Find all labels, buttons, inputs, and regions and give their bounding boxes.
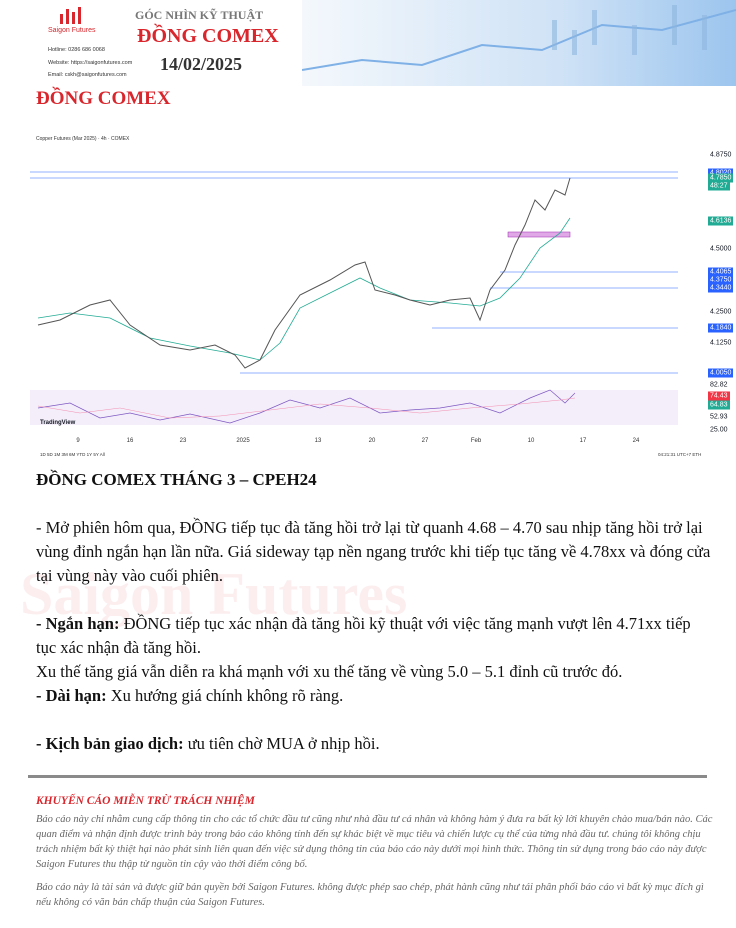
disclaimer-title: KHUYẾN CÁO MIỄN TRỪ TRÁCH NHIỆM <box>36 795 255 807</box>
x-label: 27 <box>421 438 429 444</box>
paragraph-text: Xu hướng giá chính không rõ ràng. <box>106 686 344 705</box>
disclaimer-paragraph: Báo cáo này là tài sản và được giữ bản q… <box>36 882 704 908</box>
x-label: 9 <box>76 438 80 444</box>
hotline: Hotline: 0286 686 0068 <box>48 47 105 53</box>
countdown: 48:27 <box>708 181 730 191</box>
paragraph-lead: - Kịch bản giao dịch: <box>36 734 184 753</box>
price-label: 4.5000 <box>710 245 732 253</box>
banner-art <box>301 5 736 71</box>
kicker: GÓC NHÌN KỸ THUẬT <box>135 8 264 22</box>
x-label: 16 <box>126 438 134 444</box>
x-label: Feb <box>470 438 482 444</box>
header-title: ĐỒNG COMEX <box>137 25 279 47</box>
price-label: 4.3750 <box>708 275 734 285</box>
clock: 04:21:31 UTC+7 ETH <box>658 452 702 457</box>
rsi-label: 82.82 <box>710 381 728 389</box>
paragraph: - Kịch bản giao dịch: ưu tiên chờ MUA ở … <box>36 732 712 756</box>
x-label: 23 <box>179 438 187 444</box>
price-label: 4.4065 <box>708 267 734 277</box>
rsi-label: 74.43 <box>708 391 730 401</box>
x-label: 13 <box>314 438 322 444</box>
paragraph-lead: - Ngắn hạn: <box>36 614 120 633</box>
price-label: 4.8750 <box>710 151 732 159</box>
paragraph-text: ưu tiên chờ MUA ở nhịp hồi. <box>183 734 380 753</box>
date: 14/02/2025 <box>160 54 243 74</box>
chart-image: Copper Futures (Mar 2025) · 4h · COMEX T… <box>30 128 734 462</box>
body: - Mở phiên hôm qua, ĐỒNG tiếp tục đà tăn… <box>36 516 712 756</box>
paragraph: - Dài hạn: Xu hướng giá chính không rõ r… <box>36 684 712 708</box>
price-label: 4.2500 <box>710 308 732 316</box>
price-label: 4.3440 <box>708 283 734 293</box>
paragraph: Xu thế tăng giá vẫn diễn ra khá mạnh với… <box>36 660 712 684</box>
ranges: 1D 5D 1M 3M 6M YTD 1Y 5Y All <box>40 452 105 457</box>
price-label: 4.6136 <box>708 216 734 225</box>
rsi-label: 25.00 <box>710 426 728 434</box>
logo-text: Saigon Futures <box>48 27 96 34</box>
watermark: Saigon Futures <box>20 561 408 627</box>
x-label: 24 <box>632 438 640 444</box>
disclaimer-paragraph: Báo cáo này chỉ nhằm cung cấp thông tin … <box>36 814 713 870</box>
price-label: 4.7850 <box>708 173 734 183</box>
x-label: 10 <box>527 438 535 444</box>
paragraph-text: - Mở phiên hôm qua, ĐỒNG tiếp tục đà tăn… <box>36 518 711 585</box>
paragraph: - Mở phiên hôm qua, ĐỒNG tiếp tục đà tăn… <box>36 516 712 588</box>
x-label: 2025 <box>236 438 250 444</box>
subtitle: ĐỒNG COMEX THÁNG 3 – CPEH24 <box>36 470 317 489</box>
paragraph-lead: - Dài hạn: <box>36 686 107 705</box>
divider <box>28 775 707 778</box>
website: Website: https://saigonfutures.com <box>48 59 133 66</box>
banner <box>301 0 736 86</box>
price-label: 4.1250 <box>710 339 732 347</box>
brand: TradingView <box>40 420 76 426</box>
rsi-label: 64.83 <box>708 400 730 410</box>
logo-icon <box>60 7 81 24</box>
chart-art <box>30 171 678 425</box>
paragraph-text: Xu thế tăng giá vẫn diễn ra khá mạnh với… <box>36 662 623 681</box>
figure-title: Copper Futures (Mar 2025) · 4h · COMEX <box>36 136 130 142</box>
x-label: 20 <box>368 438 376 444</box>
section-title: ĐỒNG COMEX <box>36 88 171 109</box>
price-label: 4.0050 <box>708 368 734 378</box>
email: Email: cskh@saigonfutures.com <box>48 72 127 78</box>
paragraph-text: ĐỒNG tiếp tục xác nhận đà tăng hồi kỹ th… <box>36 614 691 657</box>
rsi-label: 52.93 <box>710 413 728 421</box>
price-label: 4.1840 <box>708 323 734 333</box>
disclaimer: Báo cáo này chỉ nhằm cung cấp thông tin … <box>36 812 714 918</box>
contacts: Hotline: 0286 686 0068 Website: https://s… <box>48 44 132 82</box>
x-label: 17 <box>579 438 587 444</box>
paragraph: - Ngắn hạn: ĐỒNG tiếp tục xác nhận đà tă… <box>36 612 712 660</box>
